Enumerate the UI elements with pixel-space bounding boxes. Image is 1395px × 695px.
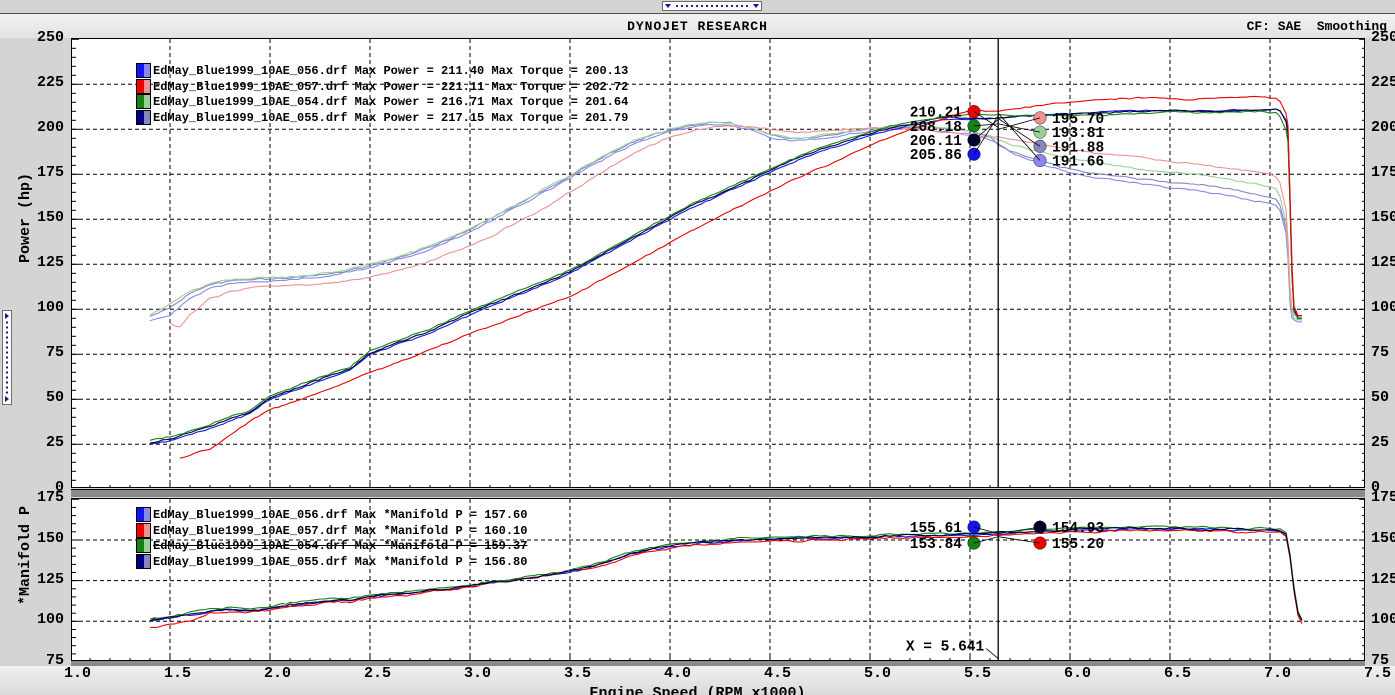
svg-text:155.61: 155.61 [910,521,963,537]
svg-text:205.86: 205.86 [910,148,962,164]
svg-text:X = 5.641: X = 5.641 [906,640,985,656]
svg-text:153.84: 153.84 [910,537,963,553]
svg-text:154.93: 154.93 [1052,521,1104,537]
svg-text:155.20: 155.20 [1052,537,1104,553]
svg-text:191.66: 191.66 [1052,155,1104,171]
